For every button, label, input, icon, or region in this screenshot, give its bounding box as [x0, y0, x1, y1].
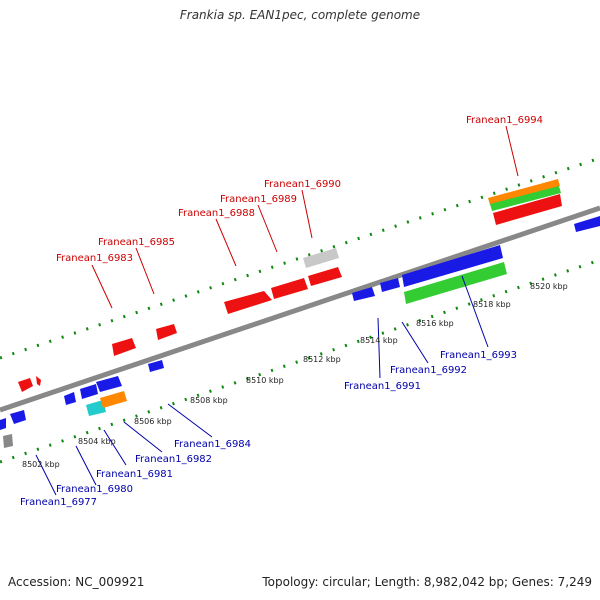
gene-6994[interactable] [493, 194, 562, 225]
gene-6983[interactable] [112, 338, 136, 356]
gene-6991[interactable] [352, 287, 375, 301]
gene-left-blue-a[interactable] [0, 418, 6, 430]
gene-6994-orange[interactable] [488, 179, 560, 205]
gene-label-6993[interactable]: Franean1_6993 [440, 350, 517, 361]
gene-blue-d[interactable] [80, 384, 98, 399]
reverse-genes [0, 216, 600, 448]
gene-blue-f[interactable] [148, 360, 164, 372]
gene-small-b[interactable] [36, 376, 41, 386]
reverse-leader-lines [35, 275, 489, 496]
forward-leader-lines [91, 125, 519, 309]
tick-label: 8504 kbp [78, 437, 116, 446]
gene-6982[interactable] [86, 400, 106, 416]
gene-label-6991[interactable]: Franean1_6991 [344, 381, 421, 392]
gene-right-blue[interactable] [574, 216, 600, 232]
gene-label-6977[interactable]: Franean1_6977 [20, 497, 97, 508]
gene-6990-pseudo[interactable] [303, 248, 339, 268]
gene-label-6984[interactable]: Franean1_6984 [174, 439, 251, 450]
genome-backbone [0, 205, 600, 413]
gene-label-6988[interactable]: Franean1_6988 [178, 208, 255, 219]
gene-6990[interactable] [308, 267, 342, 286]
gene-blue-e[interactable] [96, 376, 122, 392]
gene-label-6992[interactable]: Franean1_6992 [390, 365, 467, 376]
reverse-tick-row [0, 258, 600, 464]
forward-tick-row [0, 156, 600, 360]
gene-blue-c[interactable] [64, 392, 76, 405]
gene-6992[interactable] [402, 245, 503, 287]
tick-label: 8512 kbp [303, 355, 341, 364]
gene-label-6994[interactable]: Franean1_6994 [466, 115, 543, 126]
tick-label: 8502 kbp [22, 460, 60, 469]
genome-summary-text: Topology: circular; Length: 8,982,042 bp… [262, 575, 592, 589]
gene-6981[interactable] [100, 391, 127, 408]
gene-small-a[interactable] [18, 378, 33, 392]
gene-6988[interactable] [224, 291, 272, 314]
tick-label: 8518 kbp [473, 300, 511, 309]
gene-label-6985[interactable]: Franean1_6985 [98, 237, 175, 248]
tick-label: 8508 kbp [190, 396, 228, 405]
tick-label: 8506 kbp [134, 417, 172, 426]
forward-genes [18, 179, 562, 392]
gene-6993[interactable] [404, 262, 507, 304]
gene-6989[interactable] [271, 278, 308, 299]
gene-label-6980[interactable]: Franean1_6980 [56, 484, 133, 495]
tick-label: 8520 kbp [530, 282, 568, 291]
reverse-gene-labels: Franean1_6977 Franean1_6980 Franean1_698… [20, 350, 517, 508]
tick-label: 8510 kbp [246, 376, 284, 385]
gene-label-6990[interactable]: Franean1_6990 [264, 179, 341, 190]
genome-title: Frankia sp. EAN1pec, complete genome [179, 8, 421, 22]
gene-label-6989[interactable]: Franean1_6989 [220, 194, 297, 205]
gene-label-6982[interactable]: Franean1_6982 [135, 454, 212, 465]
gene-label-6983[interactable]: Franean1_6983 [56, 253, 133, 264]
forward-gene-labels: Franean1_6983 Franean1_6985 Franean1_698… [56, 115, 543, 264]
gene-6977[interactable] [3, 434, 13, 448]
gene-6994-green[interactable] [490, 186, 561, 211]
accession-text: Accession: NC_009921 [8, 575, 145, 589]
gene-6985[interactable] [156, 324, 177, 340]
tick-label: 8514 kbp [360, 336, 398, 345]
gene-6992-a[interactable] [380, 278, 400, 292]
gene-label-6981[interactable]: Franean1_6981 [96, 469, 173, 480]
tick-label: 8516 kbp [416, 319, 454, 328]
tick-labels: 8502 kbp 8504 kbp 8506 kbp 8508 kbp 8510… [22, 282, 568, 469]
gene-left-blue-b[interactable] [10, 410, 26, 424]
